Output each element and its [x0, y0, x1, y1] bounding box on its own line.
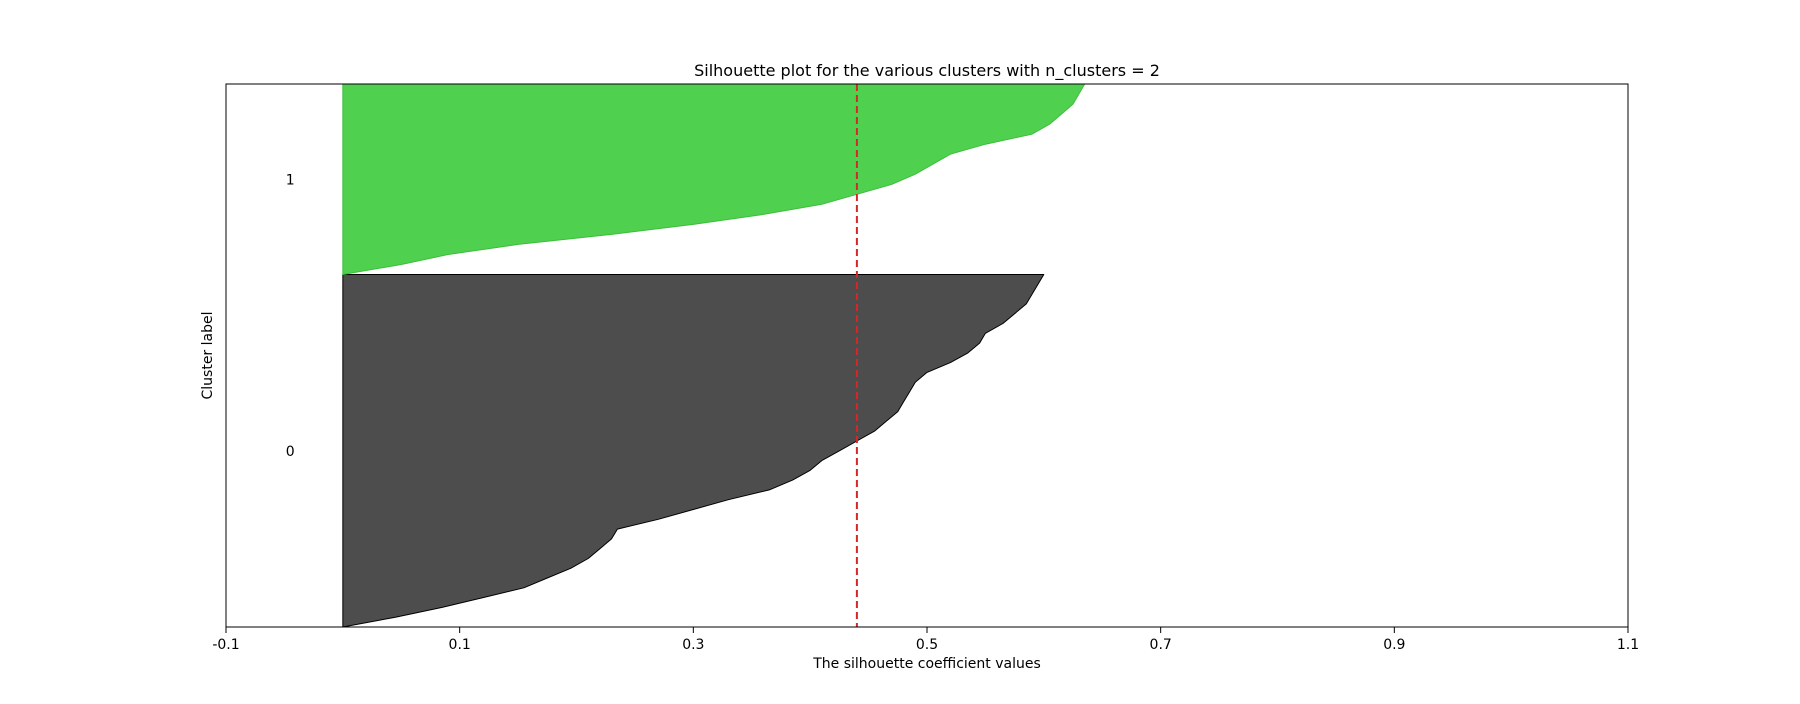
cluster-fills	[342, 83, 1086, 628]
x-axis-label: The silhouette coefficient values	[812, 656, 1041, 672]
y-axis-label: Cluster label	[200, 312, 216, 400]
x-axis-ticks: -0.1 0.1 0.3 0.5 0.7 0.9 1.1	[212, 627, 1639, 653]
x-tick-label: 0.1	[449, 637, 471, 653]
cluster-0-silhouette	[342, 274, 1045, 628]
chart-title: Silhouette plot for the various clusters…	[694, 61, 1160, 81]
x-tick-label: 0.5	[916, 637, 938, 653]
x-tick-label: 1.1	[1617, 637, 1639, 653]
x-tick-label: -0.1	[212, 637, 239, 653]
cluster-label-1: 1	[286, 172, 295, 188]
x-tick-label: 0.9	[1383, 637, 1405, 653]
x-tick-label: 0.7	[1150, 637, 1172, 653]
cluster-label-0: 0	[286, 444, 295, 460]
x-tick-label: 0.3	[682, 637, 704, 653]
cluster-labels: 01	[286, 172, 295, 460]
cluster-1-silhouette	[342, 83, 1086, 276]
